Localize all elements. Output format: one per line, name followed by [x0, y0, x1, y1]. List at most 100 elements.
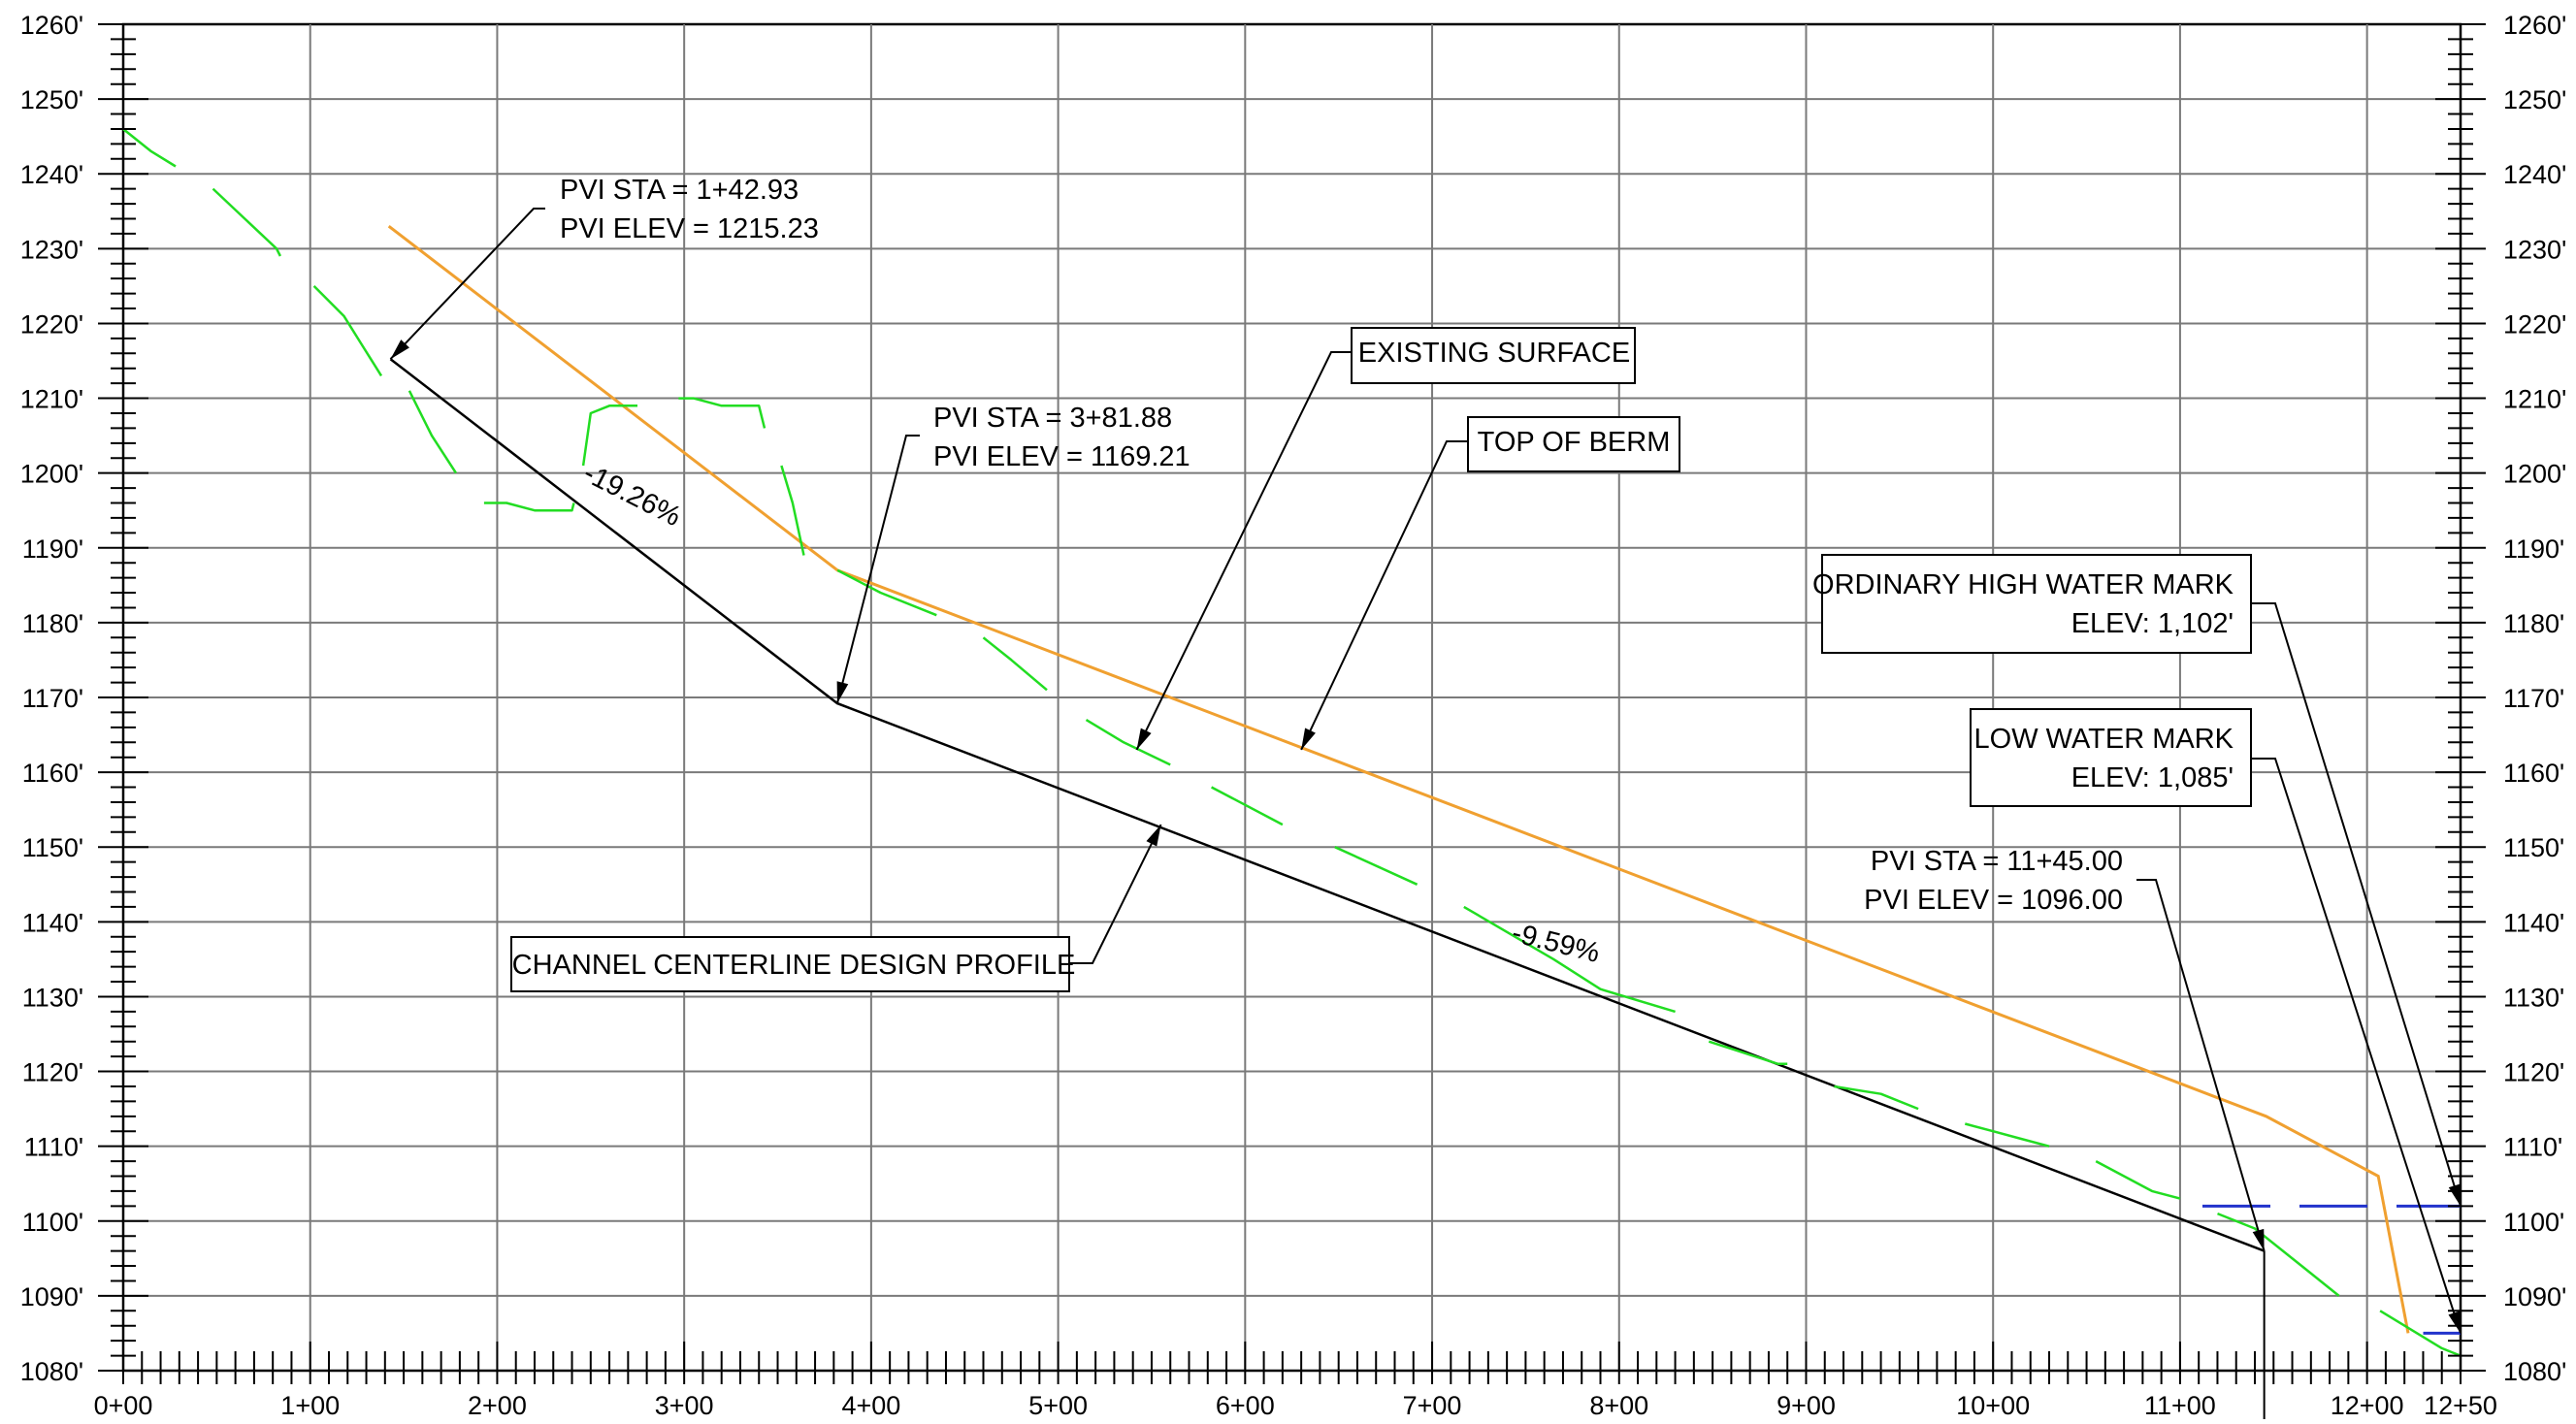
series-existing-surface-segment	[780, 465, 805, 556]
leader-line-pvi1	[389, 208, 545, 360]
y-tick-label-left: 1100'	[22, 1208, 83, 1237]
series-existing-surface-segment	[836, 568, 937, 617]
leader-arrowhead-lwm	[2448, 1311, 2461, 1334]
x-tick-label: 10+00	[1956, 1391, 2030, 1419]
callout-text-centerline: CHANNEL CENTERLINE DESIGN PROFILE	[512, 950, 1076, 981]
y-tick-label-right: 1240'	[2503, 160, 2566, 189]
series-existing-surface-segment	[212, 187, 282, 257]
series-existing-surface-segment	[2095, 1159, 2181, 1200]
series-existing-surface-segment	[312, 285, 383, 377]
axis-ticks: 0+00 1+00 2+00 3+00 4+00 5+00 6+00 7+00 8+00 9+00…	[20, 11, 2566, 1420]
series-existing-surface-segment	[1211, 786, 1284, 826]
y-tick-label-right: 1120'	[2503, 1058, 2564, 1087]
y-tick-label-right: 1090'	[2503, 1282, 2566, 1311]
x-tick-label: 5+00	[1028, 1391, 1088, 1419]
x-tick-label: 9+00	[1777, 1391, 1836, 1419]
x-tick-label: 8+00	[1589, 1391, 1648, 1419]
callout-text-pvi2: PVI STA = 3+81.88	[933, 403, 1172, 434]
x-tick-label: 11+00	[2144, 1391, 2216, 1419]
y-tick-label-right: 1150'	[2503, 833, 2564, 862]
x-tick-label: 12+00	[2331, 1391, 2404, 1419]
y-tick-label-right: 1250'	[2503, 85, 2566, 114]
y-tick-label-left: 1210'	[20, 385, 83, 414]
grade-label: -19.26%	[578, 458, 686, 534]
y-tick-label-right: 1130'	[2503, 983, 2564, 1012]
leader-arrowhead-existing	[1136, 728, 1152, 750]
y-tick-label-right: 1260'	[2503, 11, 2566, 40]
y-tick-label-right: 1170'	[2503, 684, 2564, 713]
x-tick-label: 2+00	[468, 1391, 527, 1419]
leader-line-ohwm	[2251, 602, 2462, 1207]
callout-text-ohwm: ORDINARY HIGH WATER MARK	[1812, 569, 2234, 600]
series-existing-surface-segment	[2217, 1212, 2340, 1297]
y-tick-label-right: 1180'	[2503, 609, 2564, 638]
y-tick-label-left: 1240'	[20, 160, 83, 189]
y-tick-label-right: 1100'	[2503, 1208, 2564, 1237]
y-tick-label-left: 1110'	[24, 1133, 83, 1162]
y-tick-label-left: 1140'	[22, 908, 83, 937]
series-top-of-berm-line	[387, 225, 2410, 1334]
series-existing-surface-segment	[122, 128, 177, 168]
series-existing-surface-segment	[1334, 846, 1418, 886]
series-existing-surface-segment	[581, 405, 637, 467]
series-existing-surface-segment	[1085, 719, 1171, 766]
callout-leaders	[389, 208, 2462, 1419]
x-tick-label: 7+00	[1403, 1391, 1462, 1419]
series-existing-surface-segment	[408, 390, 458, 474]
y-tick-label-left: 1230'	[20, 235, 83, 264]
leader-line-existing	[1135, 351, 1352, 751]
series-existing-surface-segment	[678, 397, 766, 429]
x-tick-label: 1+00	[280, 1391, 340, 1419]
callout-text-lwm: LOW WATER MARK	[1974, 724, 2234, 755]
x-tick-label: 6+00	[1216, 1391, 1275, 1419]
y-tick-label-right: 1210'	[2503, 385, 2566, 414]
y-tick-label-left: 1250'	[20, 85, 83, 114]
callout-text-pvi1: PVI ELEV = 1215.23	[560, 213, 819, 244]
y-tick-label-right: 1220'	[2503, 309, 2566, 339]
leader-arrowhead-pvi3	[2252, 1228, 2265, 1251]
y-tick-label-left: 1200'	[20, 460, 83, 489]
series-existing-surface-segment	[483, 502, 575, 512]
leader-arrowhead-berm	[1301, 728, 1316, 750]
leader-arrowhead-ohwm	[2448, 1183, 2461, 1207]
y-tick-label-left: 1170'	[22, 684, 83, 713]
series-existing-surface-segment	[982, 636, 1048, 692]
y-tick-label-right: 1200'	[2503, 460, 2566, 489]
x-tick-label: 3+00	[655, 1391, 714, 1419]
callout-text-ohwm: ELEV: 1,102'	[2071, 608, 2234, 639]
series-existing-surface-segment	[1964, 1122, 2050, 1148]
y-tick-label-left: 1150'	[22, 833, 83, 862]
leader-line-pvi2	[835, 435, 920, 704]
y-tick-label-right: 1230'	[2503, 235, 2566, 264]
y-tick-label-left: 1220'	[20, 309, 83, 339]
leader-line-lwm	[2251, 758, 2462, 1334]
callout-text-existing: EXISTING SURFACE	[1358, 338, 1630, 369]
callout-text-pvi3: PVI ELEV = 1096.00	[1864, 885, 2123, 916]
callout-text-pvi2: PVI ELEV = 1169.21	[933, 441, 1190, 472]
callout-box-lwm	[1970, 708, 2252, 807]
y-tick-label-right: 1190'	[2503, 534, 2564, 564]
y-tick-label-right: 1110'	[2503, 1133, 2562, 1162]
x-tick-label: 4+00	[841, 1391, 900, 1419]
leader-arrowhead-pvi2	[836, 681, 849, 704]
y-tick-label-right: 1160'	[2503, 759, 2564, 788]
y-tick-label-left: 1090'	[20, 1282, 83, 1311]
callout-box-centerline	[510, 936, 1070, 992]
callout-text-lwm: ELEV: 1,085'	[2071, 762, 2234, 793]
callout-box-berm	[1467, 416, 1680, 472]
callout-box-existing	[1351, 327, 1636, 384]
leader-arrowhead-centerline	[1146, 825, 1161, 847]
y-tick-label-right: 1080'	[2503, 1357, 2566, 1386]
series-existing-surface-segment	[1834, 1084, 1919, 1111]
series-existing-surface-segment	[1708, 1040, 1788, 1066]
y-tick-label-left: 1180'	[22, 609, 83, 638]
y-tick-label-left: 1190'	[22, 534, 83, 564]
leader-line-berm	[1300, 440, 1468, 751]
callout-text-berm: TOP OF BERM	[1478, 427, 1671, 458]
x-tick-label: 12+50	[2424, 1391, 2497, 1419]
leader-line-centerline	[1069, 824, 1162, 964]
y-tick-label-left: 1120'	[22, 1058, 83, 1087]
